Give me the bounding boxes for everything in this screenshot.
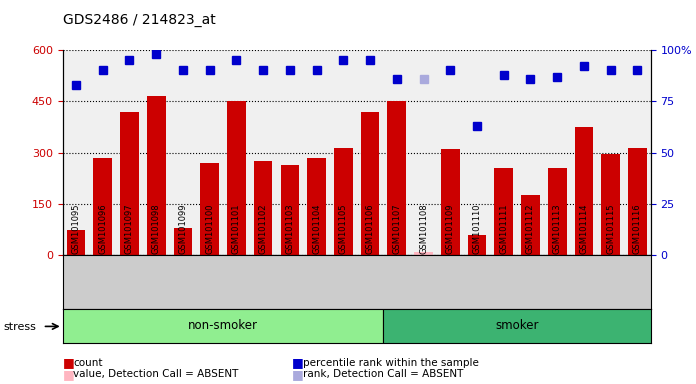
Text: value, Detection Call = ABSENT: value, Detection Call = ABSENT [73,369,239,379]
Bar [254,161,273,255]
Bar [548,168,567,255]
Text: ■: ■ [63,368,74,381]
Bar [414,252,433,255]
Text: percentile rank within the sample: percentile rank within the sample [303,358,479,368]
Text: ■: ■ [292,356,304,369]
Text: ■: ■ [63,356,74,369]
Bar [601,154,620,255]
Bar [521,195,540,255]
Text: count: count [73,358,102,368]
Bar [280,165,299,255]
Bar [441,149,459,255]
Text: rank, Detection Call = ABSENT: rank, Detection Call = ABSENT [303,369,463,379]
Bar [227,101,246,255]
Bar [361,111,379,255]
Bar [63,309,383,343]
Text: smoker: smoker [496,319,539,332]
Bar [575,127,593,255]
Bar [383,309,651,343]
Text: GDS2486 / 214823_at: GDS2486 / 214823_at [63,13,215,27]
Text: stress: stress [3,322,36,332]
Bar [173,228,192,255]
Bar [120,111,139,255]
Bar [388,101,406,255]
Bar [334,147,353,255]
Bar [200,163,219,255]
Bar [494,168,513,255]
Bar [93,158,112,255]
Bar [468,235,487,255]
Text: ■: ■ [292,368,304,381]
Bar [628,147,647,255]
Bar [147,96,166,255]
Bar [307,158,326,255]
Text: non-smoker: non-smoker [188,319,258,332]
Bar [67,230,86,255]
